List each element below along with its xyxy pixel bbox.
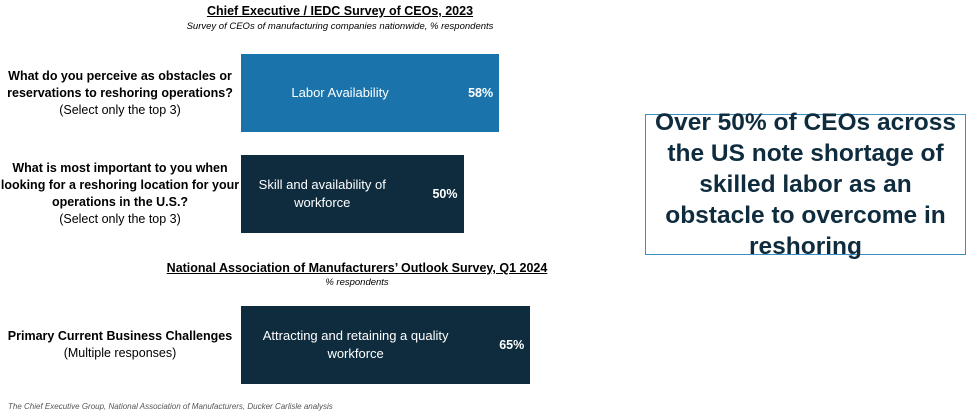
- bar: [241, 306, 531, 384]
- category-text: What do you perceive as obstacles or res…: [7, 68, 233, 100]
- callout: Over 50% of CEOs across the US note shor…: [645, 109, 966, 260]
- category-text: What is most important to you when looki…: [0, 161, 240, 209]
- bar: [241, 155, 464, 233]
- bar-label: Skill and availability of workforce: [258, 177, 386, 210]
- category-note: (Select only the top 3): [59, 102, 181, 117]
- category-label: What is most important to you when looki…: [0, 155, 240, 233]
- chart-title: Chief Executive / IEDC Survey of CEOs, 2…: [206, 4, 474, 18]
- category-note: (Select only the top 3): [59, 212, 181, 226]
- category-text: Primary Current Business Challenges: [7, 329, 233, 343]
- category-label: Primary Current Business Challenges (Mult…: [0, 306, 240, 384]
- source-note: The Chief Executive Group, National Asso…: [8, 402, 333, 411]
- category-note: (Multiple responses): [63, 346, 177, 360]
- chart-subtitle: % respondents: [325, 277, 389, 288]
- value-label: 65%: [499, 338, 525, 352]
- value-label: 50%: [432, 187, 458, 201]
- category-label: What do you perceive as obstacles or res…: [0, 54, 240, 132]
- bar-label: Labor Availability: [291, 85, 389, 100]
- chart-subtitle: Survey of CEOs of manufacturing companie…: [186, 21, 494, 32]
- value-label: 58%: [468, 86, 494, 100]
- bar-label: Attracting and retaining a quality workf…: [262, 328, 449, 361]
- bar: [241, 54, 500, 132]
- chart-title: National Association of Manufacturers’ O…: [166, 261, 548, 275]
